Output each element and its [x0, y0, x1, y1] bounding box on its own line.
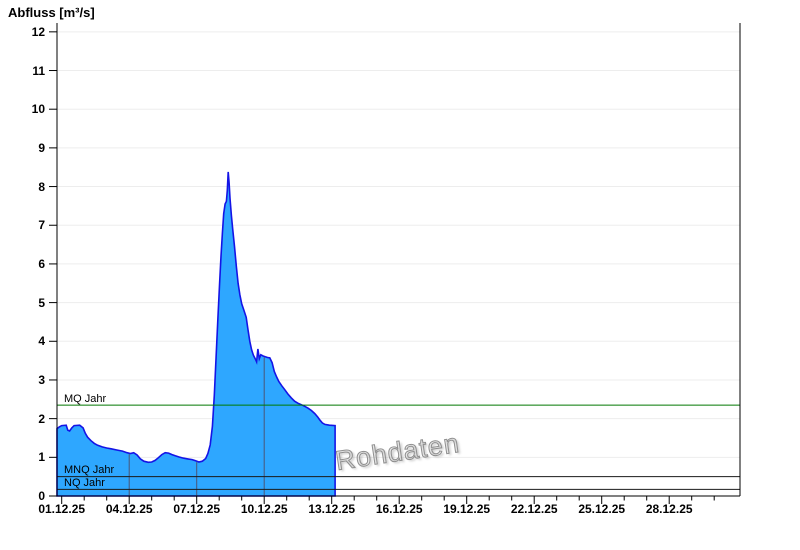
mnq-jahr-label: MNQ Jahr	[64, 464, 115, 477]
y-axis-tick-label: 7	[38, 218, 45, 233]
x-axis-tick-label: 10.12.25	[240, 502, 288, 516]
chart-title: Abfluss [m³/s]	[8, 5, 95, 20]
x-axis-tick-label: 19.12.25	[443, 502, 491, 516]
y-axis-tick-label: 4	[38, 334, 45, 349]
nq-jahr-label: NQ Jahr	[64, 476, 105, 489]
mq-jahr-label: MQ Jahr	[64, 392, 107, 405]
y-axis-tick-label: 2	[38, 411, 45, 426]
y-axis-tick-label: 3	[38, 372, 45, 387]
y-axis-tick-label: 11	[32, 63, 45, 78]
y-axis-tick-label: 12	[31, 24, 45, 39]
x-axis-tick-label: 16.12.25	[375, 502, 423, 516]
x-axis-tick-label: 01.12.25	[38, 502, 86, 516]
y-axis-tick-label: 9	[38, 140, 45, 155]
y-axis-tick-label: 8	[38, 179, 45, 194]
y-axis-tick-label: 1	[38, 450, 45, 465]
x-axis-tick-label: 07.12.25	[173, 502, 221, 516]
x-axis-tick-label: 22.12.25	[510, 502, 558, 516]
discharge-area-series	[56, 171, 336, 497]
x-axis-tick-label: 04.12.25	[105, 502, 153, 516]
y-axis-tick-label: 10	[31, 102, 45, 117]
y-axis-tick-label: 0	[38, 489, 45, 503]
y-axis-tick-label: 6	[38, 256, 45, 271]
x-axis-tick-label: 13.12.25	[308, 502, 356, 516]
y-axis-tick-label: 5	[38, 295, 45, 310]
x-axis-tick-label: 25.12.25	[578, 502, 626, 516]
x-axis-tick-label: 28.12.25	[645, 502, 693, 516]
